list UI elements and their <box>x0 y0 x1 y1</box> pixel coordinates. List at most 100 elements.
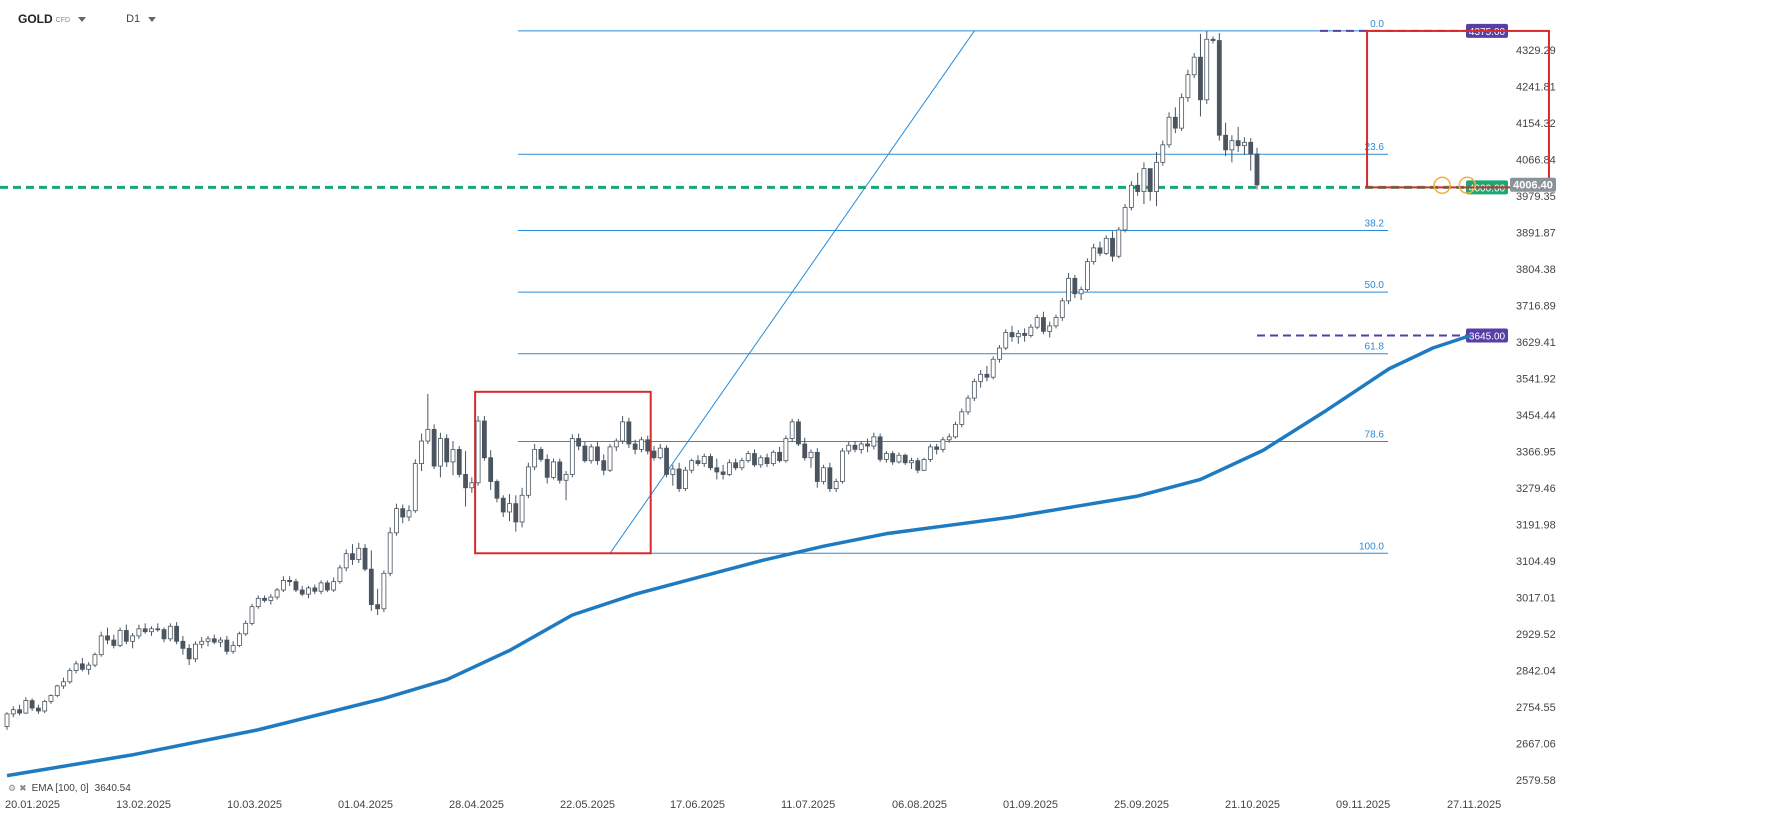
y-tick-label: 4329.29 <box>1516 45 1556 57</box>
candle <box>299 585 305 597</box>
y-tick-label: 2929.52 <box>1516 629 1556 641</box>
candle-body <box>959 411 965 425</box>
settings-icon[interactable]: ⚙ <box>8 783 17 793</box>
candle <box>274 587 280 600</box>
candle <box>978 370 984 388</box>
candle <box>601 454 607 476</box>
x-tick-label: 01.09.2025 <box>1003 799 1058 811</box>
candle <box>500 495 506 517</box>
y-tick-label: 2667.06 <box>1516 739 1556 751</box>
candle-body <box>48 695 54 702</box>
candle-body <box>1091 247 1097 263</box>
candle-body <box>268 596 274 601</box>
candle-body <box>657 447 663 459</box>
candle <box>626 417 632 449</box>
x-tick-label: 28.04.2025 <box>449 799 504 811</box>
candle <box>419 433 424 472</box>
symbol-name[interactable]: GOLD <box>18 12 53 26</box>
x-tick-label: 25.09.2025 <box>1114 799 1169 811</box>
candle-body <box>676 468 682 490</box>
candle <box>381 570 387 613</box>
candle <box>1022 328 1027 342</box>
fib-level-label: 38.2 <box>1365 218 1385 229</box>
candle-body <box>149 628 154 633</box>
candle-body <box>1072 277 1078 295</box>
candle-body <box>463 474 468 489</box>
candle <box>808 449 814 468</box>
candle <box>1091 243 1097 265</box>
candle-body <box>318 582 324 592</box>
candle <box>984 365 990 382</box>
candle-body <box>450 448 456 463</box>
candle <box>350 544 355 565</box>
candle-body <box>287 579 293 583</box>
candle-body <box>1160 144 1166 163</box>
symbol-dropdown-icon[interactable] <box>78 16 87 22</box>
candle <box>180 635 186 655</box>
candle <box>394 503 399 536</box>
candle <box>689 458 695 474</box>
candle <box>695 455 701 467</box>
candle-body <box>915 460 921 471</box>
candle <box>1059 297 1065 321</box>
indicator-value: 3640.54 <box>94 783 131 794</box>
candle-body <box>1066 277 1071 302</box>
candle <box>965 395 971 415</box>
candle <box>400 504 406 524</box>
candle-body <box>513 503 519 523</box>
candle-body <box>1034 317 1040 328</box>
candle <box>915 457 921 474</box>
candle <box>218 637 223 648</box>
fib-level-label: 61.8 <box>1365 342 1385 353</box>
candle-body <box>953 423 958 438</box>
highlight-boxes <box>474 29 1550 555</box>
candle <box>362 544 368 572</box>
candle-body <box>356 547 362 560</box>
candle-body <box>1085 261 1090 291</box>
candle-body <box>130 635 136 642</box>
candle <box>714 458 720 480</box>
candle-body <box>739 460 745 469</box>
candle <box>262 595 267 603</box>
candle-body <box>544 459 550 478</box>
candle <box>324 580 330 593</box>
x-tick-label: 11.07.2025 <box>781 799 835 811</box>
candle <box>569 434 575 478</box>
candle <box>840 448 845 484</box>
x-tick-label: 13.02.2025 <box>116 799 171 811</box>
candle <box>802 437 808 461</box>
close-icon[interactable]: ✖ <box>19 783 27 793</box>
candle <box>701 453 707 467</box>
candle-body <box>362 547 368 570</box>
candle <box>1204 30 1210 104</box>
candle <box>1135 172 1141 196</box>
candle <box>105 627 110 645</box>
candle-body <box>406 510 412 518</box>
y-tick-label: 3017.01 <box>1516 592 1556 604</box>
candle-body <box>394 508 399 534</box>
timeframe-dropdown-icon[interactable] <box>148 16 157 22</box>
candle <box>1154 151 1159 207</box>
candle <box>764 453 770 467</box>
x-tick-label: 10.03.2025 <box>227 799 282 811</box>
candle <box>1210 36 1216 44</box>
candle <box>469 477 475 493</box>
timeframe-select[interactable]: D1 <box>126 13 141 25</box>
candle <box>1191 53 1197 79</box>
indicator-name: EMA <box>31 783 54 794</box>
candle-body <box>343 553 349 569</box>
candle-body <box>98 635 104 656</box>
candle <box>1041 311 1046 335</box>
candle-body <box>726 462 732 475</box>
candle-body <box>563 474 569 481</box>
candle <box>54 684 60 698</box>
candle <box>167 623 173 642</box>
candle-body <box>1047 325 1053 332</box>
candle-body <box>1235 140 1241 147</box>
candle-body <box>689 460 695 471</box>
candle <box>1160 140 1166 166</box>
candle <box>758 455 764 468</box>
candle <box>1185 69 1191 102</box>
fib-level-label: 23.6 <box>1365 142 1385 153</box>
